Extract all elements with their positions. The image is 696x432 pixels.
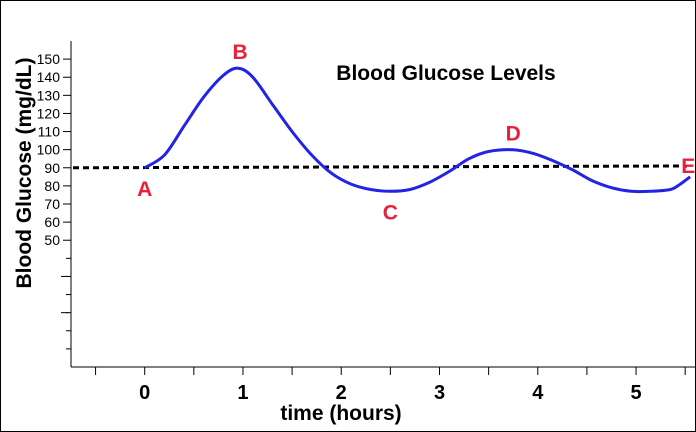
y-tick-label: 130 [37, 87, 61, 103]
x-tick-label: 5 [630, 382, 641, 404]
x-axis-label: time (hours) [280, 402, 401, 425]
x-tick-label: 1 [237, 382, 248, 404]
y-tick-label: 100 [37, 142, 61, 158]
y-tick-label: 110 [38, 124, 61, 140]
x-tick-label: 4 [532, 382, 544, 404]
series-group [143, 66, 691, 194]
axes: 50 60 70 80 90 100 110 120 130 140 150 0 1 2 3 4 5 [37, 41, 695, 404]
y-tick-label: 120 [37, 105, 61, 121]
y-tick-label: 70 [44, 196, 60, 212]
y-tick-label: 50 [44, 232, 60, 248]
y-tick-label: 90 [44, 160, 60, 176]
x-tick-label: 2 [336, 382, 347, 404]
glucose-line [143, 66, 691, 194]
y-tick-label: 80 [44, 178, 60, 194]
point-label-b: B [232, 41, 247, 64]
x-tick-label: 3 [434, 382, 445, 404]
point-label-e: E [681, 155, 695, 178]
reference-line-group [72, 164, 688, 170]
chart-title: Blood Glucose Levels [336, 62, 555, 85]
y-axis-label: Blood Glucose (mg/dL) [13, 58, 36, 289]
point-labels: A B C D E [137, 41, 695, 224]
x-tick-label: 0 [139, 382, 150, 404]
reference-line-90 [72, 164, 688, 170]
y-tick-label: 150 [37, 51, 61, 67]
point-label-d: D [506, 123, 521, 146]
point-label-a: A [137, 178, 152, 201]
y-tick-label: 140 [37, 69, 61, 85]
y-tick-label: 60 [44, 214, 60, 230]
point-label-c: C [383, 201, 398, 224]
